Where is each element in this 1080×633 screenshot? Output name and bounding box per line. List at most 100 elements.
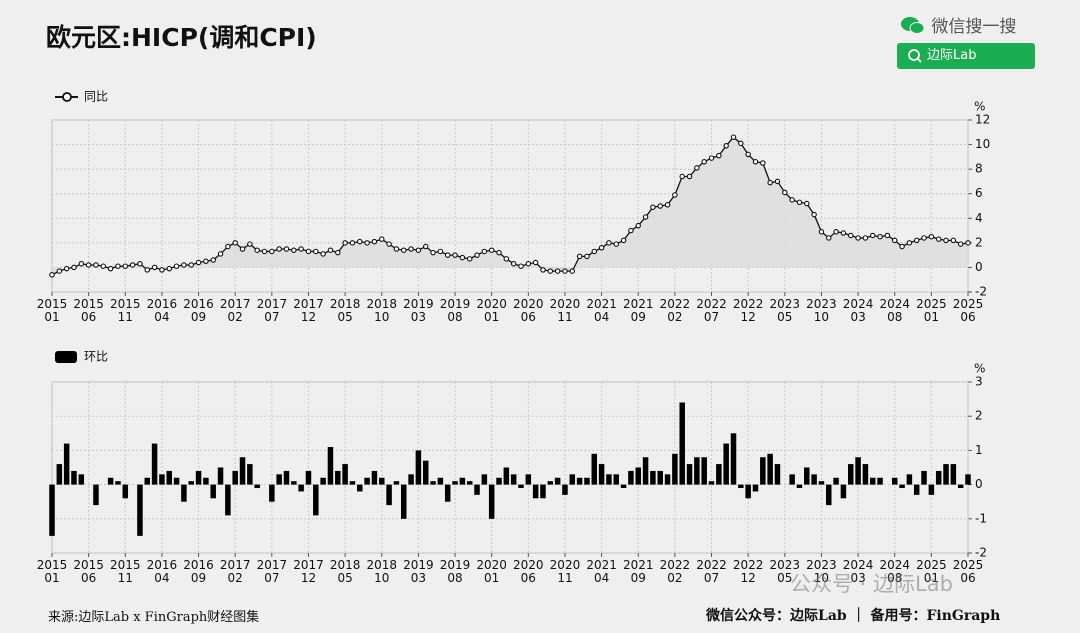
bar	[635, 467, 641, 485]
bar	[554, 477, 561, 485]
point	[679, 173, 685, 180]
point	[752, 159, 759, 165]
x-tick-label: 2021 04	[586, 558, 617, 585]
bar	[481, 474, 488, 485]
bar	[569, 474, 576, 485]
point	[913, 237, 920, 244]
point	[569, 268, 576, 274]
bar	[379, 477, 385, 485]
legend-label: 同比	[84, 90, 108, 104]
bar	[767, 453, 773, 485]
point	[855, 235, 861, 241]
bar	[159, 474, 165, 485]
point	[400, 247, 407, 253]
x-tick-label: 2020 06	[513, 558, 544, 585]
plot-frame	[51, 381, 969, 554]
point	[225, 243, 231, 250]
point	[298, 246, 304, 252]
point	[884, 232, 891, 239]
bar	[606, 474, 612, 485]
point	[291, 247, 297, 253]
bar	[891, 477, 898, 485]
point	[826, 235, 832, 241]
point	[965, 240, 971, 246]
point	[49, 272, 55, 278]
point	[547, 268, 554, 274]
point	[840, 230, 847, 236]
bar	[584, 477, 590, 485]
point	[63, 265, 70, 272]
point	[444, 252, 451, 258]
point	[129, 262, 136, 268]
bar	[928, 484, 935, 495]
bar	[386, 484, 392, 506]
x-tick-label: 2024 03	[843, 558, 874, 585]
bar	[738, 484, 744, 489]
point	[848, 232, 854, 239]
point	[525, 260, 532, 267]
bar	[723, 443, 729, 485]
x-tick-label: 2015 06	[73, 297, 104, 324]
bar	[459, 477, 466, 485]
x-tick-label: 2018 05	[330, 558, 361, 585]
point	[833, 229, 839, 235]
search-button-text: 边际Lab	[927, 48, 977, 63]
point	[364, 240, 370, 246]
bar	[313, 484, 319, 516]
point	[305, 248, 312, 255]
point	[496, 249, 502, 256]
bar	[342, 464, 348, 485]
x-tick-label: 2016 04	[147, 297, 178, 324]
point	[327, 247, 334, 253]
x-tick-label: 2017 12	[293, 297, 324, 324]
y-tick-label: 1	[975, 443, 983, 457]
y-tick-label: 0	[975, 260, 983, 274]
bar	[547, 481, 554, 485]
bar	[943, 464, 949, 485]
point	[93, 262, 99, 268]
bar	[562, 484, 568, 495]
bar	[437, 477, 444, 485]
legend-label: 环比	[84, 350, 108, 364]
bar	[869, 477, 876, 485]
search-button[interactable]: 边际Lab	[897, 43, 1035, 69]
bar	[254, 484, 260, 489]
bar	[679, 402, 685, 485]
bar	[877, 477, 883, 485]
bar	[950, 464, 957, 485]
point	[408, 246, 414, 252]
bar	[144, 477, 151, 485]
point	[708, 155, 715, 161]
point	[386, 241, 392, 247]
y-tick-label: 2	[975, 235, 983, 249]
point	[562, 268, 568, 274]
bar	[210, 484, 216, 499]
point	[232, 240, 238, 246]
point	[115, 263, 121, 269]
y-tick-label: 2	[975, 409, 983, 423]
bar	[804, 467, 810, 485]
x-tick-label: 2024 03	[843, 297, 874, 324]
bar	[796, 484, 803, 489]
point	[510, 260, 517, 267]
point	[474, 252, 480, 258]
x-tick-label: 2016 09	[183, 297, 214, 324]
y-tick-label: 8	[975, 162, 983, 176]
x-tick-label: 2023 10	[806, 297, 837, 324]
point	[144, 267, 151, 273]
point	[664, 202, 671, 208]
point	[657, 203, 663, 209]
point	[430, 249, 436, 256]
x-tick-label: 2023 05	[770, 297, 801, 324]
bar	[122, 484, 129, 499]
point	[606, 240, 612, 246]
point	[554, 268, 561, 274]
point	[217, 251, 224, 257]
point	[862, 235, 869, 241]
point	[481, 248, 488, 255]
bar	[716, 464, 722, 485]
x-tick-label: 2021 09	[623, 297, 654, 324]
point	[173, 263, 180, 269]
